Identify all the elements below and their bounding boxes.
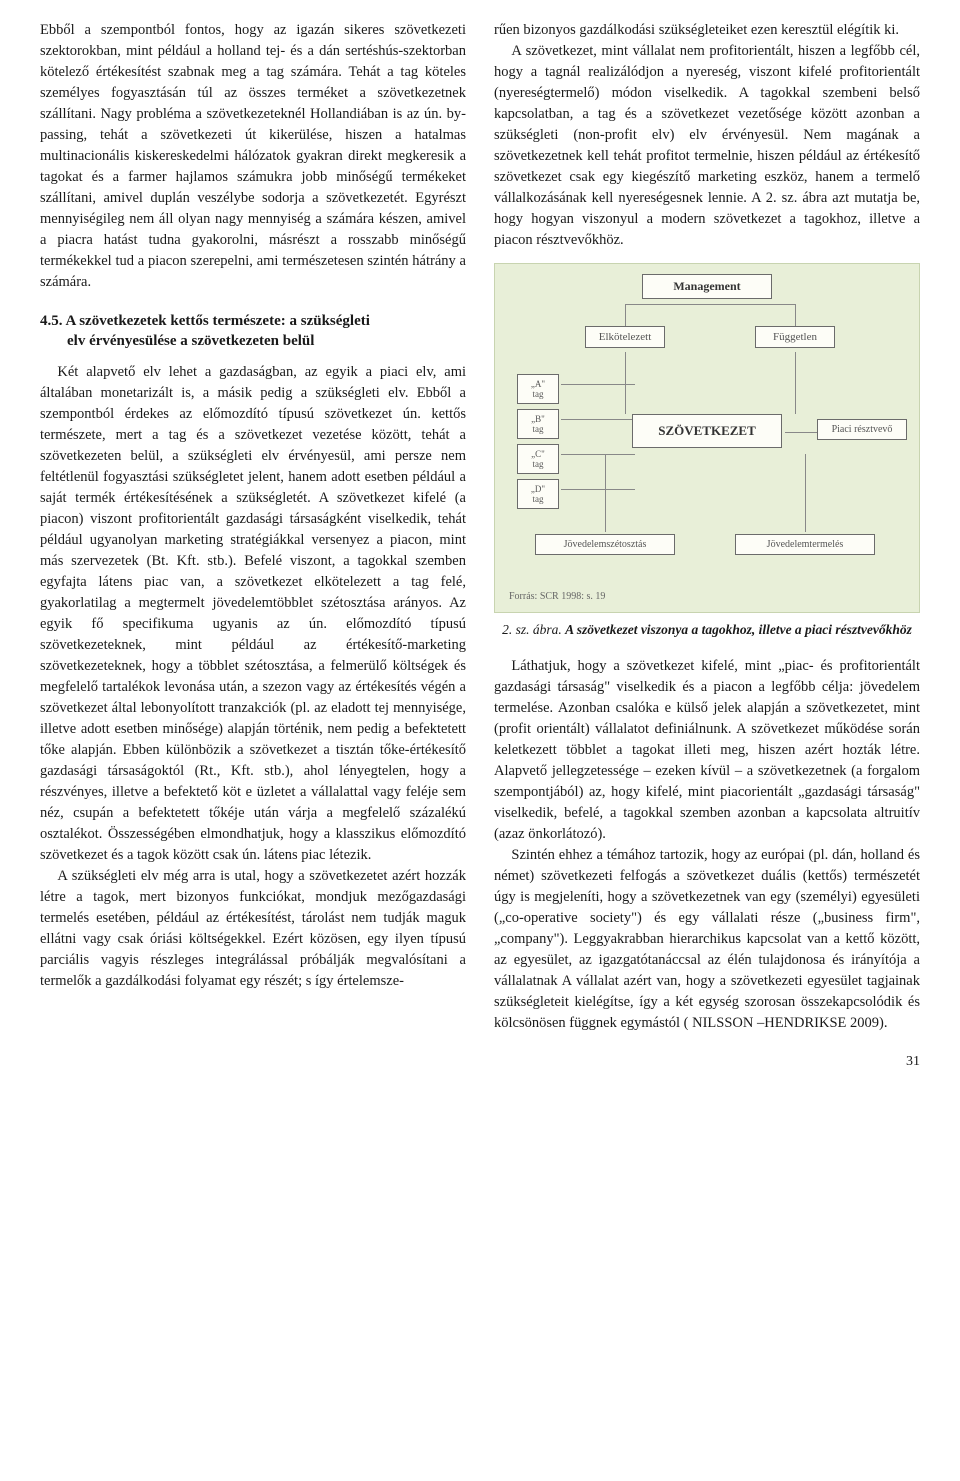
diagram-box-d-tag: „D" tag [517, 479, 559, 509]
two-column-layout: Ebből a szempontból fontos, hogy az igaz… [40, 20, 920, 1034]
diagram-line [561, 489, 635, 490]
page-number: 31 [40, 1054, 920, 1070]
section-heading-4-5: 4.5. A szövetkezetek kettős természete: … [40, 311, 466, 352]
diagram-box-fuggetlen: Független [755, 326, 835, 348]
diagram-line [625, 304, 626, 326]
diagram-line [795, 304, 796, 326]
right-paragraph-2: A szövetkezet, mint vállalat nem profito… [494, 41, 920, 251]
section-title-line-1: A szövetkezetek kettős természete: a szü… [65, 313, 369, 329]
diagram-box-a-tag: „A" tag [517, 374, 559, 404]
left-column: Ebből a szempontból fontos, hogy az igaz… [40, 20, 466, 1034]
left-paragraph-3: A szükségleti elv még arra is utal, hogy… [40, 866, 466, 992]
diagram-line [625, 304, 795, 305]
diagram-box-jovedelemtermeles: Jövedelemtermelés [735, 534, 875, 555]
figure-2-caption: 2. sz. ábra. A szövetkezet viszonya a ta… [494, 621, 920, 640]
figure-2-diagram: Management Elkötelezett Független „A" ta… [494, 263, 920, 613]
diagram-box-elkotelezett: Elkötelezett [585, 326, 665, 348]
diagram-line [805, 454, 806, 532]
diagram-box-szovetkezet: SZÖVETKEZET [632, 414, 782, 448]
diagram-source-text: Forrás: SCR 1998: s. 19 [509, 591, 605, 602]
section-number: 4.5. [40, 313, 63, 329]
right-paragraph-4: Szintén ehhez a témához tartozik, hogy a… [494, 845, 920, 1034]
caption-text: A szövetkezet viszonya a tagokhoz, illet… [565, 622, 912, 637]
left-paragraph-1: Ebből a szempontból fontos, hogy az igaz… [40, 20, 466, 293]
diagram-box-piaci-resztvevo: Piaci résztvevő [817, 419, 907, 440]
diagram-line [605, 454, 606, 532]
diagram-line [625, 352, 626, 414]
diagram-line [561, 454, 635, 455]
diagram-line [795, 352, 796, 414]
right-paragraph-3: Láthatjuk, hogy a szövetkezet kifelé, mi… [494, 656, 920, 845]
right-column: rűen bizonyos gazdálkodási szükségleteik… [494, 20, 920, 1034]
caption-label: 2. sz. ábra. [502, 622, 562, 637]
left-paragraph-2: Két alapvető elv lehet a gazdaságban, az… [40, 362, 466, 866]
diagram-box-b-tag: „B" tag [517, 409, 559, 439]
section-title-line-2: elv érvényesülése a szövetkezeten belül [40, 331, 466, 351]
diagram-line [561, 384, 635, 385]
diagram-line [561, 419, 635, 420]
diagram-box-jovedelemszetosztas: Jövedelemszétosztás [535, 534, 675, 555]
diagram-box-management: Management [642, 274, 772, 299]
right-paragraph-1-continuation: rűen bizonyos gazdálkodási szükségleteik… [494, 20, 920, 41]
diagram-box-c-tag: „C" tag [517, 444, 559, 474]
